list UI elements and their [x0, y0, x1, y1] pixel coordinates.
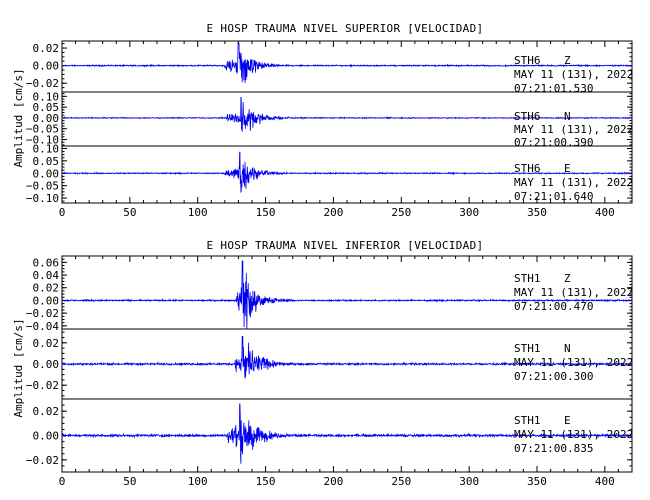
y-tick-label: −0.10 — [26, 134, 59, 147]
y-tick-label: 0.02 — [33, 405, 60, 418]
y-axis-label-upper: Amplitud [cm/s] — [12, 68, 25, 167]
panel-upper-e: −0.10−0.050.000.050.10 STH6 E MAY 11 (13… — [26, 142, 633, 205]
x-tick-label: 300 — [459, 475, 479, 488]
y-ticks: −0.02 0.00 0.02 — [26, 331, 632, 397]
panel-lower-n: −0.020.000.02 STH1 N MAY 11 (131), 2022 … — [26, 328, 633, 400]
panel-upper-n: −0.10−0.050.000.050.10 STH6 N MAY 11 (13… — [26, 90, 633, 149]
time-label: 07:21:01.530 — [514, 82, 593, 95]
station-label: STH1 — [514, 272, 541, 285]
time-label: 07:21:00.390 — [514, 136, 593, 149]
x-tick-label: 400 — [595, 475, 615, 488]
date-label: MAY 11 (131), 2022 — [514, 176, 633, 189]
station-label: STH1 — [514, 414, 541, 427]
waveform-trace — [61, 42, 633, 84]
y-ticks: −0.04−0.020.000.020.040.06 — [26, 255, 632, 333]
y-ticks: −0.02 0.00 0.02 — [26, 398, 632, 467]
x-tick-label: 100 — [188, 475, 208, 488]
panel-upper-z: −0.020.000.02 STH6 Z MAY 11 (131), 2022 … — [26, 40, 633, 95]
y-tick-label: 0.00 — [33, 112, 60, 125]
y-tick-label: 0.00 — [33, 294, 60, 307]
x-tick-label: 50 — [123, 206, 136, 219]
x-tick-label: 200 — [323, 475, 343, 488]
y-tick-label: −0.04 — [26, 320, 59, 333]
date-label: MAY 11 (131), 2022 — [514, 123, 633, 136]
x-tick-label: 150 — [256, 475, 276, 488]
component-label: E — [564, 414, 571, 427]
time-label: 07:21:00.835 — [514, 442, 593, 455]
x-tick-label: 50 — [123, 475, 136, 488]
y-ticks: −0.10−0.050.000.050.10 — [26, 90, 632, 147]
x-tick-label: 250 — [391, 475, 411, 488]
y-tick-label: 0.00 — [33, 167, 60, 180]
time-label: 07:21:01.640 — [514, 190, 593, 203]
y-tick-label: −0.02 — [26, 77, 59, 90]
y-tick-label: 0.02 — [33, 42, 60, 55]
station-label: STH6 — [514, 110, 541, 123]
date-label: MAY 11 (131), 2022 — [514, 286, 633, 299]
y-tick-label: −0.02 — [26, 379, 59, 392]
x-tick-label: 350 — [527, 206, 547, 219]
y-tick-label: −0.02 — [26, 454, 59, 467]
waveform-trace — [61, 336, 633, 379]
x-tick-label: 350 — [527, 475, 547, 488]
chart-title-lower: E HOSP TRAUMA NIVEL INFERIOR [VELOCIDAD] — [207, 239, 484, 252]
waveform-trace — [61, 97, 633, 132]
component-label: E — [564, 162, 571, 175]
waveform-trace — [61, 260, 633, 330]
station-label: STH6 — [514, 162, 541, 175]
chart-lower: E HOSP TRAUMA NIVEL INFERIOR [VELOCIDAD]… — [12, 239, 633, 488]
x-axis-lower: 0 50 100 150 200 250 300 350 400 — [59, 256, 633, 488]
component-label: N — [564, 110, 571, 123]
x-tick-label: 400 — [595, 206, 615, 219]
y-tick-label: 0.06 — [33, 256, 60, 269]
x-axis-upper: 0 50 100 150 200 250 300 350 400 — [59, 41, 633, 219]
y-tick-label: 0.02 — [33, 337, 60, 350]
component-label: Z — [564, 54, 571, 67]
waveform-trace — [61, 403, 633, 464]
y-tick-label: 0.04 — [33, 269, 60, 282]
station-label: STH6 — [514, 54, 541, 67]
x-tick-label: 300 — [459, 206, 479, 219]
y-tick-label: 0.05 — [33, 101, 60, 114]
chart-title-upper: E HOSP TRAUMA NIVEL SUPERIOR [VELOCIDAD] — [207, 22, 484, 35]
x-tick-label: 250 — [391, 206, 411, 219]
x-tick-label: 150 — [256, 206, 276, 219]
y-tick-label: −0.05 — [26, 180, 59, 193]
time-label: 07:21:00.300 — [514, 370, 593, 383]
y-axis-label-lower: Amplitud [cm/s] — [12, 318, 25, 417]
y-tick-label: 0.00 — [33, 60, 60, 73]
y-tick-label: 0.10 — [33, 142, 60, 155]
station-label: STH1 — [514, 342, 541, 355]
y-tick-label: −0.02 — [26, 307, 59, 320]
x-tick-label: 100 — [188, 206, 208, 219]
date-label: MAY 11 (131), 2022 — [514, 356, 633, 369]
panel-lower-z: −0.04−0.020.000.020.040.06 STH1 Z MAY 11… — [26, 255, 633, 333]
y-tick-label: 0.10 — [33, 90, 60, 103]
y-tick-label: 0.00 — [33, 358, 60, 371]
component-label: Z — [564, 272, 571, 285]
y-tick-label: −0.10 — [26, 192, 59, 205]
y-ticks: −0.10−0.050.000.050.10 — [26, 142, 632, 205]
component-label: N — [564, 342, 571, 355]
x-tick-label: 0 — [59, 475, 66, 488]
y-tick-label: 0.05 — [33, 155, 60, 168]
y-tick-label: 0.00 — [33, 430, 60, 443]
x-tick-label: 200 — [323, 206, 343, 219]
date-label: MAY 11 (131), 2022 — [514, 428, 633, 441]
time-label: 07:21:00.470 — [514, 300, 593, 313]
chart-upper: E HOSP TRAUMA NIVEL SUPERIOR [VELOCIDAD]… — [12, 22, 633, 219]
panel-lower-e: −0.020.000.02 STH1 E MAY 11 (131), 2022 … — [26, 398, 633, 473]
waveform-trace — [61, 151, 633, 194]
date-label: MAY 11 (131), 2022 — [514, 68, 633, 81]
y-tick-label: 0.02 — [33, 282, 60, 295]
y-tick-label: −0.05 — [26, 123, 59, 136]
x-tick-label: 0 — [59, 206, 66, 219]
